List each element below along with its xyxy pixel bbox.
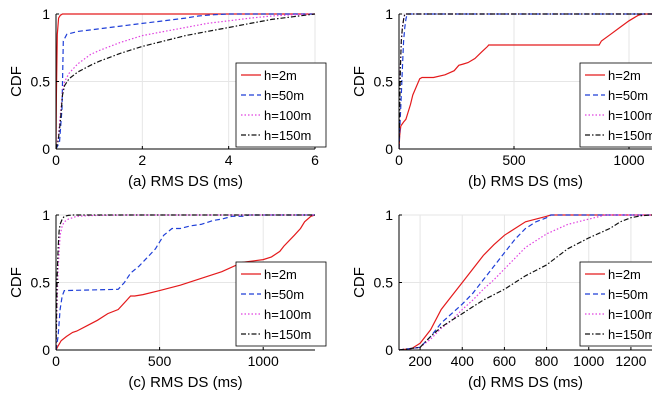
- legend: h=2m h=50m h=100m h=150m: [579, 261, 652, 347]
- x-axis-label: (c) RMS DS (ms): [128, 374, 242, 391]
- series-line-h-50m: [399, 13, 652, 150]
- legend-label: h=2m: [264, 267, 297, 282]
- x-tick-label: 0: [52, 353, 60, 369]
- y-tick-label: 0: [385, 141, 393, 157]
- x-tick-label: 500: [502, 152, 526, 168]
- legend-label: h=2m: [608, 68, 641, 83]
- legend-label: h=150m: [608, 327, 652, 342]
- y-axis-label: CDF: [351, 66, 368, 97]
- legend-label: h=100m: [608, 307, 652, 322]
- x-tick-label: 6: [311, 152, 319, 168]
- x-tick-label: 500: [148, 353, 172, 369]
- y-tick-label: 0.5: [374, 275, 394, 291]
- y-axis-label: CDF: [351, 267, 368, 298]
- legend-label: h=150m: [608, 128, 652, 143]
- series-line-h-50m: [56, 214, 315, 351]
- y-tick-label: 1: [385, 207, 393, 223]
- legend-box: [579, 62, 652, 148]
- legend-label: h=50m: [264, 88, 304, 103]
- series-line-h-2m: [56, 214, 315, 351]
- chart-panel-c: 0 500 1000 0 0.5 1 (c) RMS DS (ms) CDF h=2m h=50m…: [8, 207, 327, 391]
- x-tick-label: 1000: [248, 353, 279, 369]
- chart-panel-a: 0 2 4 6 0 0.5 1 (a) RMS DS (ms) CDF h=2m h=50m h=10…: [8, 6, 327, 190]
- x-axis-label: (b) RMS DS (ms): [468, 173, 583, 190]
- x-tick-label: 0: [395, 152, 403, 168]
- legend-label: h=150m: [264, 327, 311, 342]
- legend-label: h=2m: [608, 267, 641, 282]
- legend-label: h=150m: [264, 128, 311, 143]
- series-line-h-150m: [56, 13, 315, 150]
- legend-label: h=100m: [264, 108, 311, 123]
- series-line-h-50m: [399, 214, 652, 351]
- y-tick-label: 1: [385, 6, 393, 22]
- x-tick-label: 1000: [613, 152, 644, 168]
- series-line-h-2m: [399, 214, 652, 351]
- x-axis-label: (a) RMS DS (ms): [128, 173, 243, 190]
- legend-label: h=50m: [608, 88, 648, 103]
- y-axis-label: CDF: [8, 267, 25, 298]
- legend-box: [235, 62, 327, 148]
- y-tick-label: 0.5: [31, 74, 51, 90]
- y-tick-label: 0.5: [31, 275, 51, 291]
- series-line-h-150m: [399, 214, 652, 351]
- legend-label: h=2m: [264, 68, 297, 83]
- series-line-h-150m: [56, 214, 315, 351]
- y-axis-label: CDF: [8, 66, 25, 97]
- series-line-h-150m: [399, 13, 652, 150]
- chart-panel-b: 0 500 1000 0 0.5 1 (b) RMS DS (ms) CDF h=2m h=50m…: [351, 6, 652, 190]
- legend: h=2m h=50m h=100m h=150m: [235, 62, 327, 148]
- x-tick-label: 4: [225, 152, 233, 168]
- y-tick-label: 0: [385, 342, 393, 358]
- legend-label: h=100m: [264, 307, 311, 322]
- x-tick-label: 800: [535, 353, 559, 369]
- series-line-h-50m: [56, 13, 315, 150]
- legend: h=2m h=50m h=100m h=150m: [579, 62, 652, 148]
- y-tick-label: 0: [42, 342, 50, 358]
- legend-label: h=50m: [264, 287, 304, 302]
- y-tick-label: 0.5: [374, 74, 394, 90]
- legend: h=2m h=50m h=100m h=150m: [235, 261, 327, 347]
- chart-panel-d: 200 400 600 800 1000 1200 0 0.5 1 (d) RMS DS (ms)…: [351, 207, 652, 391]
- series-line-h-2m: [399, 13, 652, 150]
- x-tick-label: 1200: [615, 353, 646, 369]
- legend-box: [579, 261, 652, 347]
- y-tick-label: 1: [42, 6, 50, 22]
- x-tick-label: 400: [451, 353, 475, 369]
- x-axis-label: (d) RMS DS (ms): [468, 374, 583, 391]
- x-tick-label: 2: [138, 152, 146, 168]
- y-tick-label: 0: [42, 141, 50, 157]
- legend-box: [235, 261, 327, 347]
- legend-label: h=100m: [608, 108, 652, 123]
- y-tick-label: 1: [42, 207, 50, 223]
- x-tick-label: 0: [52, 152, 60, 168]
- x-tick-label: 200: [408, 353, 432, 369]
- x-tick-label: 600: [493, 353, 517, 369]
- x-tick-label: 1000: [573, 353, 604, 369]
- legend-label: h=50m: [608, 287, 648, 302]
